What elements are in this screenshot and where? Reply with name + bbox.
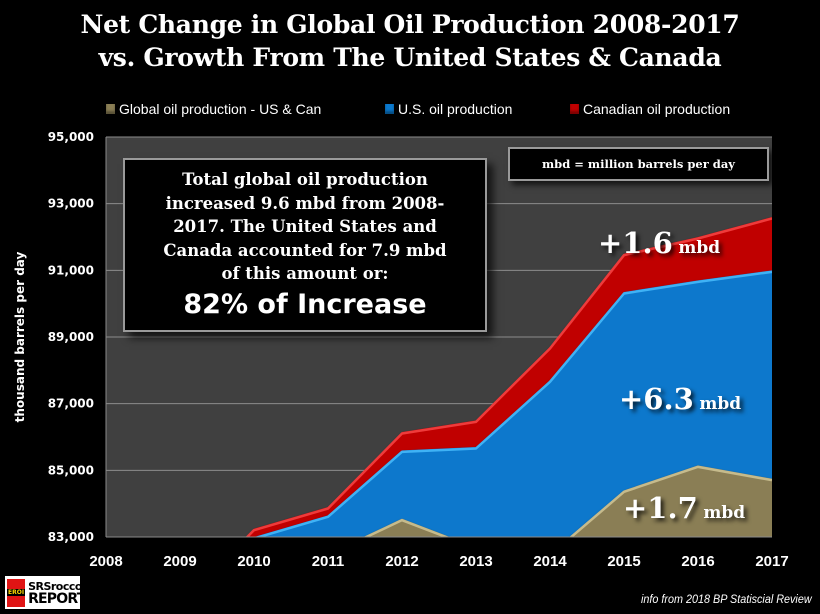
y-tick-label: 83,000 [48, 530, 94, 544]
legend-label-us: U.S. oil production [398, 101, 513, 117]
annotation-canada-value: +1.6 [598, 226, 673, 260]
area-us-oil-production [254, 270, 772, 537]
legend-label-canada: Canadian oil production [583, 101, 731, 117]
legend-swatch-us [385, 104, 394, 114]
legend-item-canada[interactable]: Canadian oil production [570, 101, 730, 117]
area-global-oil-ex-us-can-edge [363, 465, 772, 537]
callout-line: Total global oil production [182, 170, 428, 189]
x-tick-label: 2010 [237, 553, 270, 570]
x-tick-label: 2017 [755, 553, 788, 570]
area-global-oil-ex-us-can [363, 465, 772, 537]
callout-line: of this amount or: [221, 264, 389, 283]
legend-swatch-global [106, 104, 115, 114]
annotation-global-value: +1.7 [623, 491, 698, 525]
x-tick-label: 2014 [533, 553, 567, 570]
logo-line-2: REPORT [28, 590, 86, 607]
x-tick-label: 2013 [459, 553, 492, 570]
callout-line: 2017. The United States and [173, 217, 437, 236]
annotation-us: +6.3 mbd [619, 382, 741, 416]
annotation-global-unit: mbd [703, 503, 746, 523]
legend-item-global[interactable]: Global oil production - US & Can [106, 101, 321, 117]
y-tick-label: 93,000 [48, 197, 94, 211]
x-tick-label: 2015 [607, 553, 640, 570]
legend-item-us[interactable]: U.S. oil production [385, 101, 512, 117]
y-tick-label: 91,000 [48, 263, 94, 277]
x-tick-label: 2012 [385, 553, 418, 570]
callout-line: Canada accounted for 7.9 mbd [163, 240, 447, 260]
logo-line-1: SRSrocco [28, 579, 82, 593]
y-tick-label: 89,000 [48, 330, 94, 344]
srsrocco-report-logo[interactable]: EROI SRSrocco REPORT [5, 576, 86, 609]
annotation-us-unit: mbd [699, 394, 742, 414]
annotation-us-value: +6.3 [619, 382, 694, 416]
logo-badge: EROI [7, 589, 26, 596]
annotation-global: +1.7 mbd [623, 491, 745, 525]
units-note-box: mbd = million barrels per day [508, 147, 769, 181]
y-tick-label: 85,000 [48, 463, 94, 477]
legend-label-global: Global oil production - US & Can [119, 101, 322, 117]
area-us-oil-production-edge [254, 270, 772, 537]
chart-legend: Global oil production - US & Can U.S. oi… [0, 101, 820, 121]
chart-title-line-2: vs. Growth From The United States & Cana… [98, 43, 722, 72]
callout-line: increased 9.6 mbd from 2008- [165, 193, 445, 213]
summary-callout-box: Total global oil production increased 9.… [123, 158, 487, 332]
x-tick-label: 2011 [312, 553, 345, 570]
source-note: info from 2018 BP Statiscial Review [641, 592, 812, 606]
legend-swatch-canada [570, 104, 579, 114]
x-tick-label: 2008 [89, 553, 122, 570]
annotation-canada: +1.6 mbd [598, 226, 720, 260]
callout-body: Total global oil production increased 9.… [125, 168, 485, 286]
y-tick-label: 95,000 [48, 130, 94, 144]
x-tick-label: 2009 [163, 553, 196, 570]
callout-highlight: 82% of Increase [183, 288, 427, 320]
annotation-canada-unit: mbd [678, 238, 721, 258]
x-tick-label: 2016 [681, 553, 714, 570]
eroi-map-icon: EROI [7, 578, 26, 607]
chart-title: Net Change in Global Oil Production 2008… [0, 8, 820, 74]
chart-title-line-1: Net Change in Global Oil Production 2008… [80, 10, 740, 39]
area-canadian-oil-production-edge [245, 217, 772, 537]
y-tick-label: 87,000 [48, 397, 94, 411]
y-axis-label: thousand barrels per day [13, 251, 27, 422]
